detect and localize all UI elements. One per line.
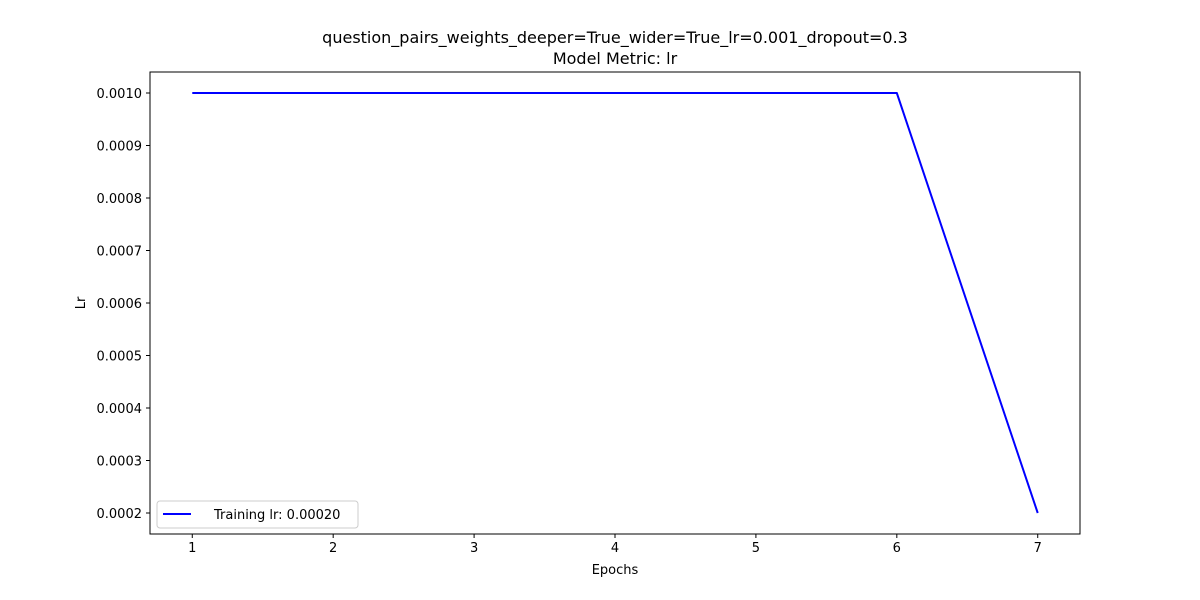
x-tick-label: 2 xyxy=(329,541,337,556)
y-tick-label: 0.0002 xyxy=(97,507,143,522)
y-tick-label: 0.0010 xyxy=(97,87,143,102)
x-tick-label: 1 xyxy=(188,541,196,556)
x-tick-label: 6 xyxy=(893,541,901,556)
x-tick-label: 4 xyxy=(611,541,619,556)
plot-frame xyxy=(149,71,1081,535)
y-axis-label: Lr xyxy=(74,296,89,309)
x-axis-label: Epochs xyxy=(592,563,639,578)
x-tick-label: 7 xyxy=(1034,541,1042,556)
y-tick-label: 0.0008 xyxy=(97,192,143,207)
y-tick-label: 0.0006 xyxy=(97,297,143,312)
y-tick-label: 0.0005 xyxy=(97,350,143,365)
legend: Training lr: 0.00020 xyxy=(156,500,359,529)
series-line xyxy=(192,92,1039,514)
x-axis-ticks: 1 2 3 4 5 6 7 xyxy=(188,534,1042,556)
y-tick-label: 0.0009 xyxy=(97,140,143,155)
y-tick-label: 0.0003 xyxy=(97,455,143,470)
y-tick-label: 0.0004 xyxy=(97,402,143,417)
x-tick-label: 5 xyxy=(752,541,760,556)
chart-title: question_pairs_weights_deeper=True_wider… xyxy=(322,28,908,48)
y-tick-label: 0.0007 xyxy=(97,245,143,260)
chart-subtitle: Model Metric: lr xyxy=(553,49,678,68)
series-layer xyxy=(192,92,1039,514)
x-tick-label: 3 xyxy=(470,541,478,556)
legend-entry-label: Training lr: 0.00020 xyxy=(213,508,340,523)
legend-box xyxy=(156,500,359,529)
y-axis-ticks: 0.0002 0.0003 0.0004 0.0005 0.0006 0.0007 0.00… xyxy=(97,87,150,522)
